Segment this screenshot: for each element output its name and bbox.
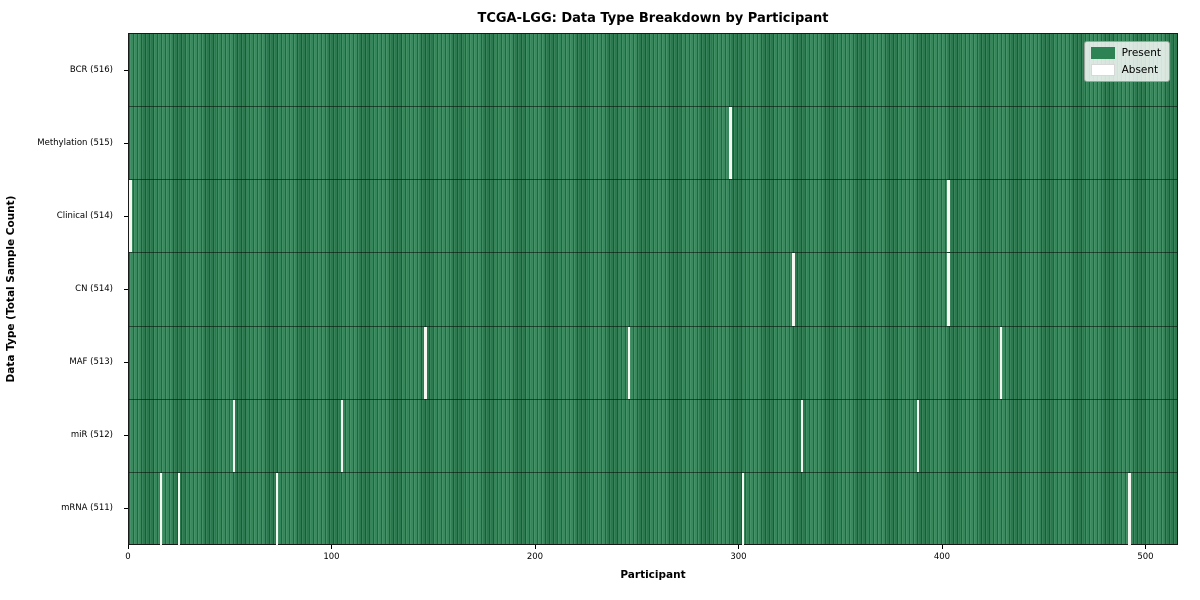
legend-item-present: Present [1090, 47, 1161, 59]
absent-stripe-clinical-402 [947, 180, 950, 253]
xtick-mark [534, 545, 536, 549]
legend-label-present: Present [1121, 47, 1161, 59]
xtick-mark [128, 545, 129, 549]
absent-stripe-mrna-301 [741, 472, 744, 546]
ytick-mark [124, 289, 128, 290]
absent-stripe-clinical-0 [129, 180, 132, 253]
heatmap-row-clinical [129, 180, 1177, 254]
absent-stripe-mrna-24 [177, 472, 181, 546]
ytick-label-mir: miR (512) [70, 430, 113, 441]
legend-label-absent: Absent [1121, 64, 1159, 76]
present-swatch-icon [1090, 47, 1115, 59]
y-axis-label: Data Type (Total Sample Count) [5, 195, 17, 383]
xtick-label-200: 200 [526, 552, 544, 562]
heatmap-row-mrna [129, 472, 1177, 546]
ytick-mark [124, 508, 128, 510]
xtick-label-0: 0 [125, 552, 131, 562]
absent-stripe-mir-104 [340, 399, 344, 472]
absent-stripe-maf-245 [627, 326, 631, 399]
ytick-mark [124, 362, 128, 364]
absent-stripe-mir-387 [916, 399, 919, 472]
absent-stripe-mir-330 [800, 399, 803, 472]
ytick-label-bcr: BCR (516) [69, 64, 113, 75]
ytick-label-maf: MAF (513) [69, 357, 113, 368]
legend-item-absent: Absent [1090, 64, 1161, 76]
absent-stripe-cn-402 [947, 253, 950, 326]
ytick-mark [124, 435, 128, 437]
ytick-label-mrna: mRNA (511) [61, 503, 113, 514]
absent-stripe-maf-145 [424, 326, 427, 399]
absent-stripe-cn-326 [792, 253, 795, 326]
heatmap-row-mir [129, 399, 1177, 473]
heatmap-row-cn [129, 253, 1177, 327]
xtick-mark [1145, 545, 1147, 549]
heatmap-row-methylation [129, 107, 1177, 181]
xtick-label-300: 300 [730, 552, 747, 562]
heatmap-plot-area: Present Absent [128, 33, 1178, 546]
absent-swatch-icon [1090, 64, 1115, 76]
ytick-mark [124, 142, 128, 144]
xtick-mark [331, 545, 333, 549]
absent-stripe-mrna-15 [159, 472, 163, 546]
ytick-label-clinical: Clinical (514) [56, 210, 113, 221]
xtick-label-500: 500 [1137, 552, 1154, 562]
legend: Present Absent [1083, 41, 1170, 82]
xtick-mark [738, 545, 740, 549]
absent-stripe-maf-428 [999, 326, 1003, 399]
absent-stripe-methylation-295 [729, 107, 732, 180]
absent-stripe-mrna-491 [1128, 472, 1131, 546]
chart-title: TCGA-LGG: Data Type Breakdown by Partici… [477, 11, 829, 26]
xtick-label-400: 400 [933, 552, 951, 562]
ytick-mark [124, 215, 128, 217]
absent-stripe-mir-51 [232, 399, 236, 472]
ytick-mark [124, 69, 128, 71]
absent-stripe-mrna-72 [275, 472, 278, 546]
xtick-mark [941, 545, 943, 549]
ytick-label-cn: CN (514) [75, 284, 113, 294]
x-axis-label: Participant [620, 569, 686, 581]
xtick-label-100: 100 [323, 552, 340, 562]
heatmap-row-bcr [129, 34, 1177, 108]
heatmap-row-maf [129, 326, 1177, 400]
ytick-label-methylation: Methylation (515) [37, 137, 113, 148]
